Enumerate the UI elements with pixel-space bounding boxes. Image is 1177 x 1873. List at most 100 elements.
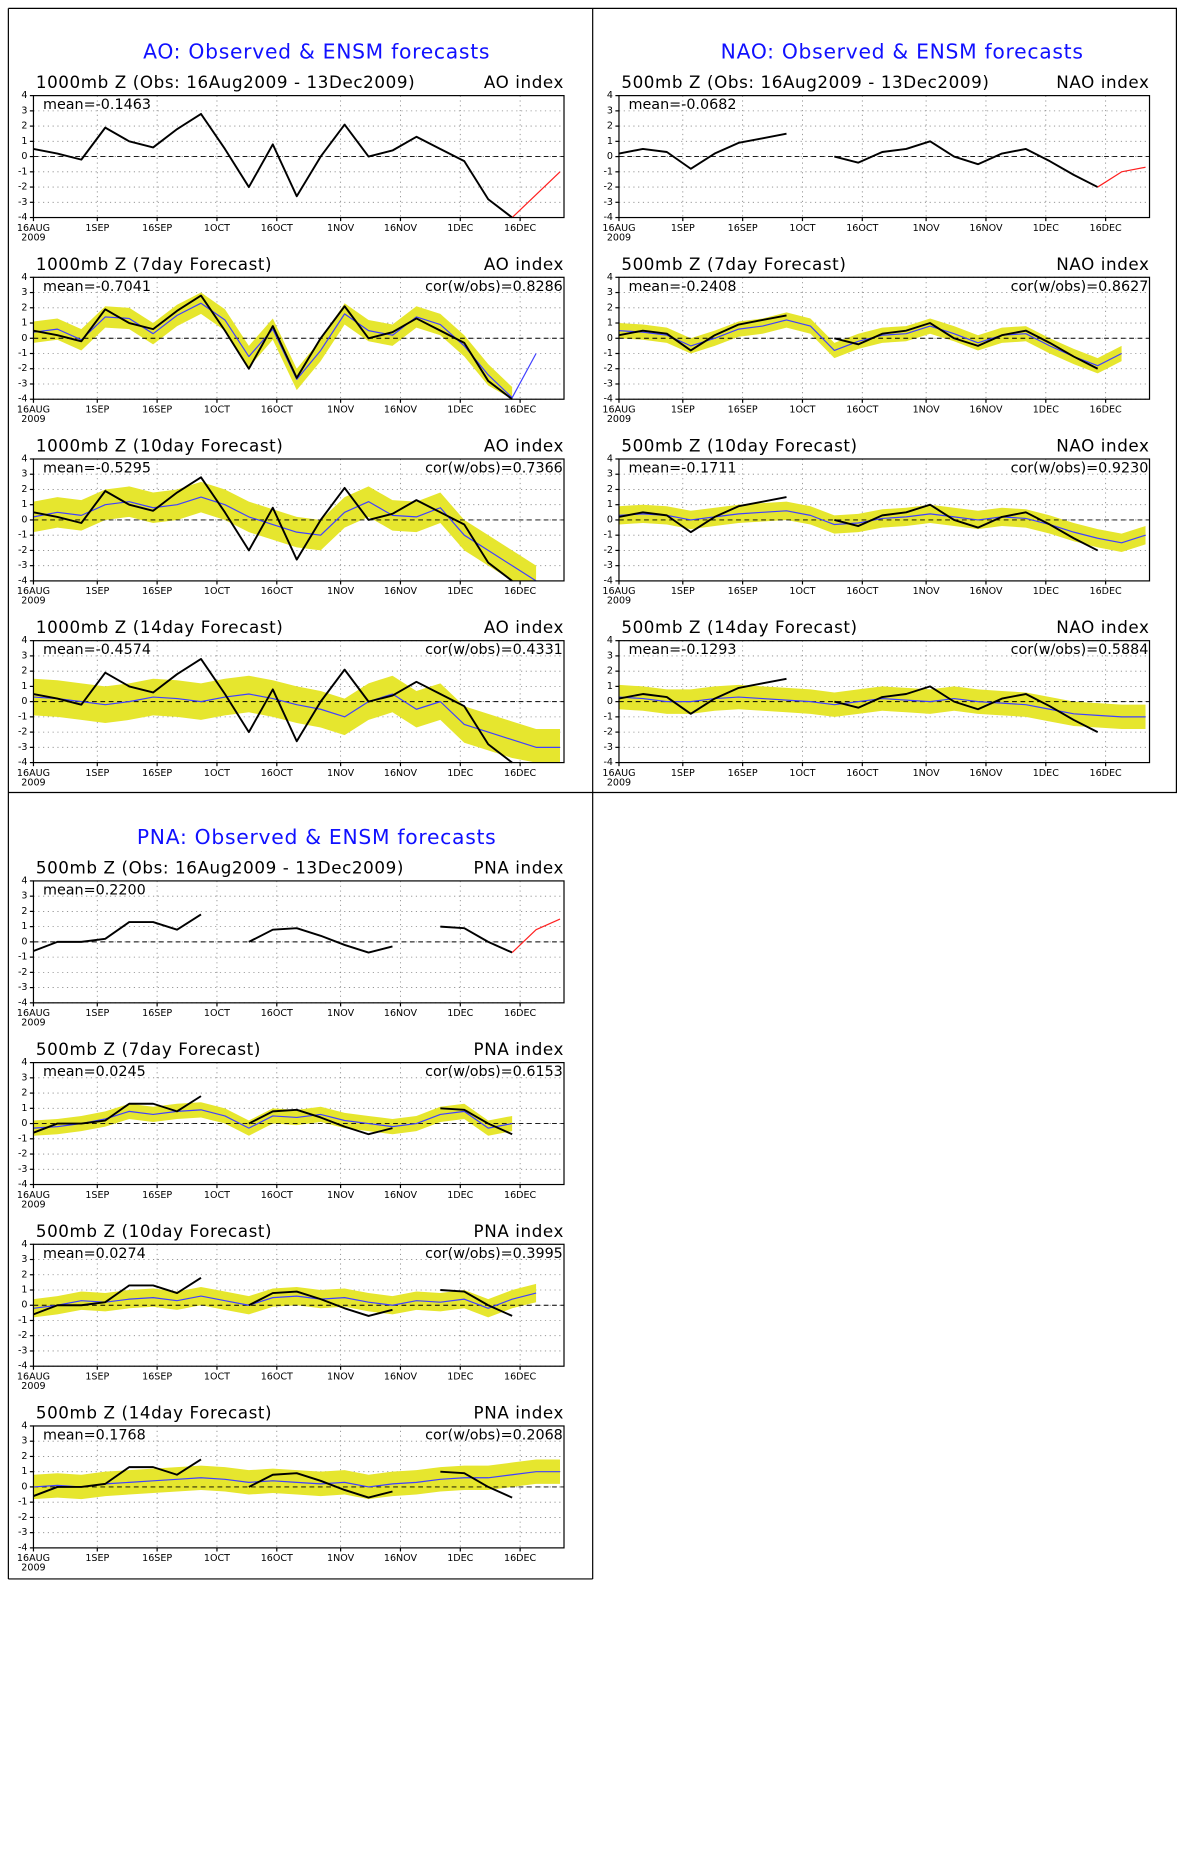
x-tick-label: 1SEP [85,223,109,234]
x-tick-sublabel: 2009 [21,596,45,607]
y-tick-label: -1 [603,711,613,722]
series-line [248,1472,393,1499]
y-tick-label: -1 [18,952,28,963]
y-tick-label: 3 [607,105,613,116]
x-tick-label: 1NOV [913,223,941,234]
chart-title: 1000mb Z (10day Forecast) [36,436,284,456]
y-tick-label: -3 [18,742,28,753]
y-tick-label: 3 [21,891,27,902]
y-tick-label: 2 [607,666,613,677]
series-line [33,913,202,952]
index-label: NAO index [1056,254,1149,274]
series-line [248,1108,393,1136]
y-tick-label: -2 [18,545,28,556]
chart-title: 500mb Z (7day Forecast) [36,1039,261,1059]
y-tick-label: -3 [603,560,613,571]
panel-title: PNA: Observed & ENSM forecasts [137,825,497,849]
x-tick-label: 16SEP [728,768,758,779]
series-line [33,496,537,582]
x-tick-label: 16AUG [17,1371,50,1382]
y-tick-label: -2 [18,182,28,193]
series-line [834,503,1099,552]
x-tick-label: 1NOV [327,1190,355,1201]
mean-label: mean=-0.5295 [43,461,151,477]
index-label: AO index [484,72,564,92]
x-tick-label: 1SEP [85,1190,109,1201]
y-tick-label: -4 [18,575,28,586]
x-tick-label: 16DEC [1090,223,1123,234]
y-tick-label: -2 [603,545,613,556]
y-tick-label: 4 [21,90,27,101]
x-tick-sublabel: 2009 [21,414,45,425]
series-line [248,1290,393,1317]
x-tick-label: 16AUG [602,223,635,234]
mean-label: mean=0.0245 [43,1064,146,1080]
x-tick-label: 1NOV [327,1008,355,1019]
x-tick-label: 16NOV [384,223,418,234]
x-tick-label: 16NOV [384,768,418,779]
x-tick-label: 16AUG [17,586,50,597]
index-label: NAO index [1056,436,1149,456]
y-tick-label: -3 [18,982,28,993]
y-tick-label: 3 [607,469,613,480]
y-tick-label: -3 [603,197,613,208]
cor-label: cor(w/obs)=0.9230 [1011,461,1149,477]
y-tick-label: -2 [18,1512,28,1523]
x-tick-label: 16OCT [261,1553,293,1564]
plot-frame [32,1062,565,1186]
y-tick-label: 3 [21,105,27,116]
x-tick-label: 1OCT [204,1553,230,1564]
x-tick-label: 16NOV [384,404,418,415]
chart-title: 1000mb Z (14day Forecast) [36,617,284,637]
plot-frame [618,95,1151,219]
chart-title: 500mb Z (10day Forecast) [36,1221,272,1241]
y-tick-label: -1 [603,530,613,541]
cor-label: cor(w/obs)=0.7366 [425,461,563,477]
y-tick-label: -2 [603,182,613,193]
x-tick-label: 16OCT [261,768,293,779]
x-tick-sublabel: 2009 [21,232,45,243]
x-tick-label: 16OCT [261,1371,293,1382]
x-tick-label: 16NOV [969,223,1003,234]
x-tick-label: 16OCT [261,586,293,597]
y-tick-label: -1 [18,1133,28,1144]
x-tick-label: 16DEC [504,223,537,234]
x-tick-label: 16DEC [504,586,537,597]
x-tick-sublabel: 2009 [21,1199,45,1210]
x-tick-sublabel: 2009 [607,232,631,243]
y-tick-label: 3 [21,287,27,298]
x-tick-label: 1NOV [327,768,355,779]
y-tick-label: 4 [21,875,27,886]
chart-title: 1000mb Z (7day Forecast) [36,254,272,274]
y-tick-label: 3 [21,469,27,480]
x-tick-label: 16SEP [142,1553,172,1564]
y-tick-label: 0 [21,936,27,947]
mean-label: mean=-0.2408 [629,279,737,295]
cor-label: cor(w/obs)=0.3995 [425,1246,563,1262]
series-line [511,171,561,218]
y-tick-label: -4 [18,394,28,405]
plot-frame [618,640,1151,764]
y-tick-label: -3 [603,742,613,753]
x-tick-label: 16DEC [504,1190,537,1201]
y-tick-label: 1 [21,921,27,932]
x-tick-label: 16OCT [846,223,878,234]
y-tick-label: -2 [603,727,613,738]
x-tick-sublabel: 2009 [21,1381,45,1392]
x-tick-label: 16SEP [142,1190,172,1201]
series-line [33,1109,513,1129]
x-tick-label: 1NOV [327,1553,355,1564]
x-tick-label: 16SEP [728,586,758,597]
x-tick-label: 1NOV [327,1371,355,1382]
y-tick-label: 3 [21,650,27,661]
y-tick-label: -4 [18,1542,28,1553]
y-tick-label: -4 [603,394,613,405]
x-tick-label: 16AUG [602,586,635,597]
y-tick-label: 0 [607,696,613,707]
series-line [511,918,561,953]
x-tick-label: 16OCT [261,1190,293,1201]
y-tick-label: 2 [21,666,27,677]
series-line [618,677,787,715]
y-tick-label: 4 [21,1057,27,1068]
series-line [618,510,1146,544]
